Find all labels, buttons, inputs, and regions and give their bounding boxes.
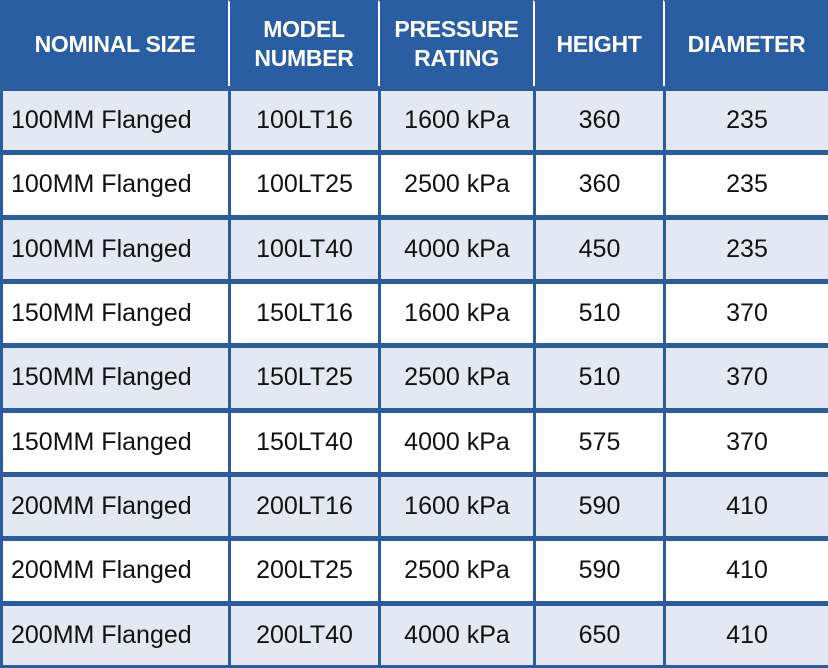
header-pressure-rating: PRESSURE RATING	[378, 0, 533, 86]
cell-height: 360	[533, 150, 663, 215]
table-row: 200MM Flanged 200LT40 4000 kPa 650 410	[0, 600, 828, 668]
cell-nominal-size: 150MM Flanged	[0, 278, 228, 344]
cell-nominal-size: 200MM Flanged	[0, 536, 228, 601]
cell-model-number: 200LT25	[228, 536, 378, 601]
cell-model-number: 100LT16	[228, 86, 378, 151]
cell-model-number: 100LT40	[228, 214, 378, 279]
cell-diameter: 410	[663, 471, 828, 537]
cell-model-number: 100LT25	[228, 150, 378, 215]
cell-pressure-rating: 4000 kPa	[378, 214, 533, 279]
table-row: 200MM Flanged 200LT16 1600 kPa 590 410	[0, 471, 828, 537]
cell-diameter: 235	[663, 86, 828, 151]
cell-diameter: 235	[663, 150, 828, 215]
cell-nominal-size: 100MM Flanged	[0, 150, 228, 215]
cell-nominal-size: 200MM Flanged	[0, 471, 228, 537]
cell-model-number: 150LT16	[228, 278, 378, 344]
cell-height: 590	[533, 536, 663, 601]
header-diameter: DIAMETER	[663, 0, 828, 86]
cell-nominal-size: 150MM Flanged	[0, 343, 228, 408]
cell-diameter: 410	[663, 600, 828, 668]
cell-diameter: 370	[663, 343, 828, 408]
cell-diameter: 370	[663, 278, 828, 344]
cell-height: 575	[533, 407, 663, 472]
table-row: 100MM Flanged 100LT40 4000 kPa 450 235	[0, 214, 828, 279]
cell-model-number: 200LT40	[228, 600, 378, 668]
header-height: HEIGHT	[533, 0, 663, 86]
cell-height: 650	[533, 600, 663, 668]
cell-diameter: 410	[663, 536, 828, 601]
cell-height: 360	[533, 86, 663, 151]
cell-pressure-rating: 1600 kPa	[378, 278, 533, 344]
cell-pressure-rating: 2500 kPa	[378, 536, 533, 601]
cell-pressure-rating: 2500 kPa	[378, 343, 533, 408]
header-model-number: MODEL NUMBER	[228, 0, 378, 86]
cell-height: 510	[533, 278, 663, 344]
cell-diameter: 235	[663, 214, 828, 279]
cell-nominal-size: 150MM Flanged	[0, 407, 228, 472]
header-nominal-size: NOMINAL SIZE	[0, 0, 228, 86]
cell-model-number: 200LT16	[228, 471, 378, 537]
cell-nominal-size: 200MM Flanged	[0, 600, 228, 668]
table-body: 100MM Flanged 100LT16 1600 kPa 360 235 1…	[0, 86, 828, 668]
table-row: 150MM Flanged 150LT16 1600 kPa 510 370	[0, 278, 828, 344]
table-header: NOMINAL SIZE MODEL NUMBER PRESSURE RATING …	[0, 0, 828, 86]
cell-height: 450	[533, 214, 663, 279]
cell-model-number: 150LT25	[228, 343, 378, 408]
table-row: 200MM Flanged 200LT25 2500 kPa 590 410	[0, 536, 828, 601]
table-row: 150MM Flanged 150LT25 2500 kPa 510 370	[0, 343, 828, 408]
table-row: 150MM Flanged 150LT40 4000 kPa 575 370	[0, 407, 828, 472]
cell-nominal-size: 100MM Flanged	[0, 214, 228, 279]
cell-height: 510	[533, 343, 663, 408]
cell-diameter: 370	[663, 407, 828, 472]
cell-pressure-rating: 4000 kPa	[378, 600, 533, 668]
header-row: NOMINAL SIZE MODEL NUMBER PRESSURE RATING …	[0, 0, 828, 86]
cell-model-number: 150LT40	[228, 407, 378, 472]
cell-pressure-rating: 1600 kPa	[378, 86, 533, 151]
table-row: 100MM Flanged 100LT25 2500 kPa 360 235	[0, 150, 828, 215]
cell-pressure-rating: 4000 kPa	[378, 407, 533, 472]
table-row: 100MM Flanged 100LT16 1600 kPa 360 235	[0, 86, 828, 151]
cell-nominal-size: 100MM Flanged	[0, 86, 228, 151]
cell-pressure-rating: 2500 kPa	[378, 150, 533, 215]
cell-pressure-rating: 1600 kPa	[378, 471, 533, 537]
cell-height: 590	[533, 471, 663, 537]
